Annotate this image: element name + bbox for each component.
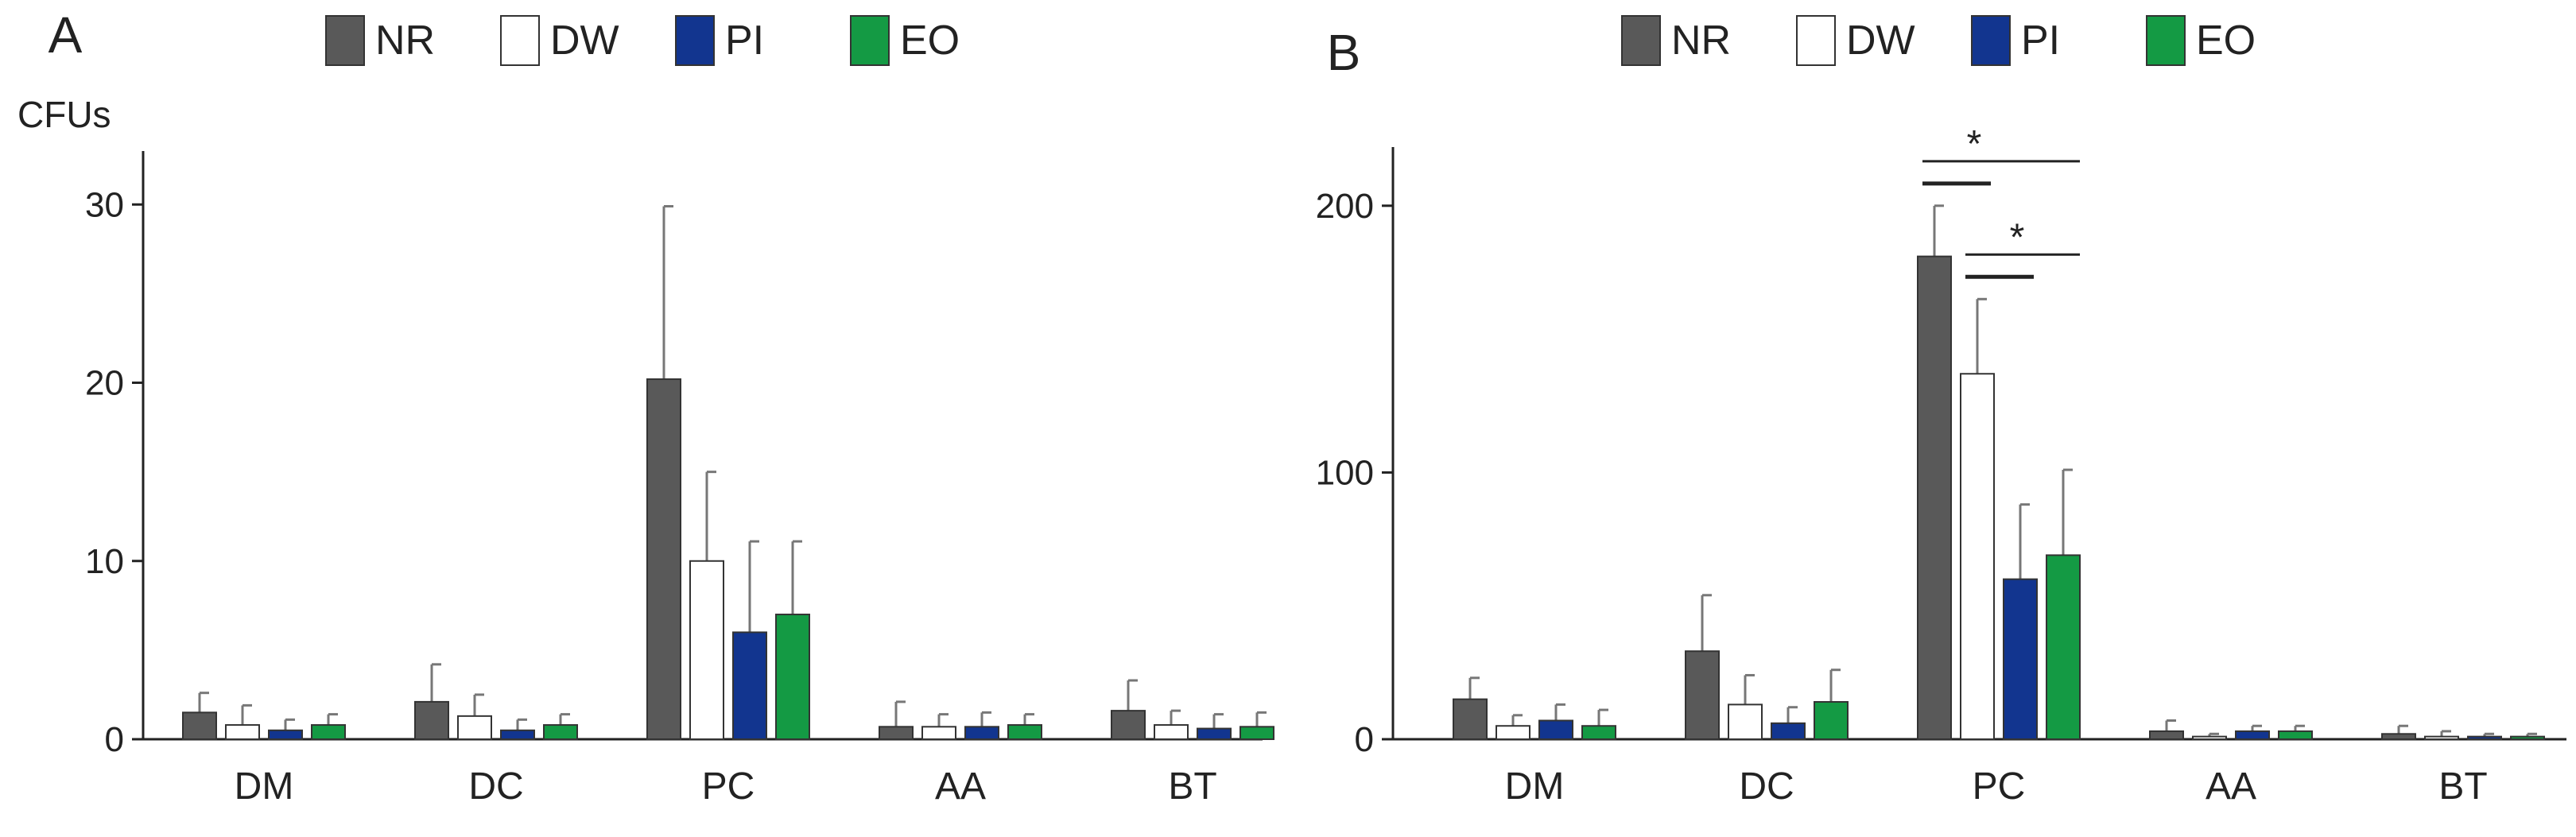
bar-aa-dw xyxy=(2192,735,2227,741)
bar-aa-dw xyxy=(921,726,956,741)
legend: NR DW PI EO xyxy=(325,15,960,66)
legend-label-pi: PI xyxy=(725,17,764,64)
category-label-pc: PC xyxy=(702,765,755,808)
bar-dc-dw xyxy=(457,715,492,741)
y-tick-label: 20 xyxy=(85,364,124,403)
legend-label-dw: DW xyxy=(1846,17,1915,64)
bar-bt-dw xyxy=(1154,724,1189,741)
category-label-dc: DC xyxy=(1739,765,1794,808)
legend-swatch-pi xyxy=(675,15,715,66)
legend-swatch-eo xyxy=(850,15,890,66)
bar-pc-pi xyxy=(732,631,767,740)
bar-bt-pi xyxy=(1197,727,1232,741)
legend-label-pi: PI xyxy=(2021,17,2060,64)
legend-swatch-nr xyxy=(325,15,365,66)
bar-pc-eo xyxy=(2046,554,2081,740)
bar-dm-dw xyxy=(225,724,260,741)
category-label-aa: AA xyxy=(935,765,986,808)
legend-swatch-nr xyxy=(1621,15,1661,66)
legend-swatch-dw xyxy=(1796,15,1836,66)
bar-aa-nr xyxy=(879,726,914,741)
y-tick-label: 200 xyxy=(1316,187,1374,226)
y-tick-label: 0 xyxy=(1355,720,1374,759)
bar-aa-nr xyxy=(2149,730,2184,741)
bar-dm-nr xyxy=(182,711,217,741)
category-label-bt: BT xyxy=(2438,765,2487,808)
bar-dc-dw xyxy=(1728,703,1763,741)
bar-pc-eo xyxy=(775,614,810,740)
significance-star-2: * xyxy=(2010,216,2025,258)
y-tick-label: 10 xyxy=(85,542,124,581)
bar-pc-pi xyxy=(2003,578,2038,740)
legend-label-eo: EO xyxy=(2196,17,2256,64)
category-label-dm: DM xyxy=(235,765,294,808)
bar-bt-eo xyxy=(1240,726,1274,741)
legend-label-dw: DW xyxy=(550,17,619,64)
bar-dc-pi xyxy=(1771,722,1806,741)
bar-dm-nr xyxy=(1453,698,1488,741)
legend-label-eo: EO xyxy=(900,17,960,64)
category-label-aa: AA xyxy=(2206,765,2256,808)
bar-dm-eo xyxy=(1581,725,1616,740)
bar-bt-pi xyxy=(2467,735,2502,741)
bar-dm-dw xyxy=(1496,725,1530,740)
bar-aa-pi xyxy=(964,726,999,741)
bar-aa-pi xyxy=(2235,730,2270,741)
legend-swatch-eo xyxy=(2146,15,2186,66)
legend-swatch-pi xyxy=(1971,15,2011,66)
bar-dc-nr xyxy=(414,700,449,741)
category-label-pc: PC xyxy=(1973,765,2026,808)
bar-bt-nr xyxy=(1111,710,1146,741)
y-axis-label: CFUs xyxy=(17,94,111,135)
bar-pc-dw xyxy=(689,560,724,740)
y-tick-label: 100 xyxy=(1316,453,1374,492)
bar-dm-eo xyxy=(311,724,346,741)
bar-dc-pi xyxy=(500,729,535,741)
category-label-dc: DC xyxy=(468,765,523,808)
bar-aa-eo xyxy=(2278,730,2313,741)
category-label-dm: DM xyxy=(1505,765,1565,808)
legend: NR DW PI EO xyxy=(1621,15,2256,66)
bar-dc-eo xyxy=(543,724,578,741)
bar-dm-pi xyxy=(268,729,303,741)
significance-star-1: * xyxy=(1967,123,1982,165)
chart-panel-a: A NR DW PI EO CFUs 0 10 20 30 DM DC PC AA BT xyxy=(17,6,1274,808)
legend-swatch-dw xyxy=(500,15,540,66)
bar-bt-nr xyxy=(2381,733,2416,740)
bar-pc-nr xyxy=(646,378,681,740)
bar-dm-pi xyxy=(1538,719,1573,741)
chart-panel-b: B NR DW PI EO 0 100 200 DM DC PC AA BT * * xyxy=(1316,15,2566,808)
y-tick-label: 30 xyxy=(85,185,124,224)
bar-pc-nr xyxy=(1917,255,1952,740)
legend-label-nr: NR xyxy=(375,17,435,64)
y-tick-label: 0 xyxy=(105,720,124,759)
legend-label-nr: NR xyxy=(1671,17,1731,64)
category-label-bt: BT xyxy=(1168,765,1216,808)
panel-letter-b: B xyxy=(1327,24,1361,81)
bar-aa-eo xyxy=(1007,724,1042,741)
bar-dc-nr xyxy=(1685,650,1720,741)
bar-bt-eo xyxy=(2510,735,2545,741)
bar-bt-dw xyxy=(2424,735,2459,741)
panel-letter-a: A xyxy=(48,6,83,64)
bar-pc-dw xyxy=(1960,373,1995,740)
bar-dc-eo xyxy=(1814,701,1849,740)
